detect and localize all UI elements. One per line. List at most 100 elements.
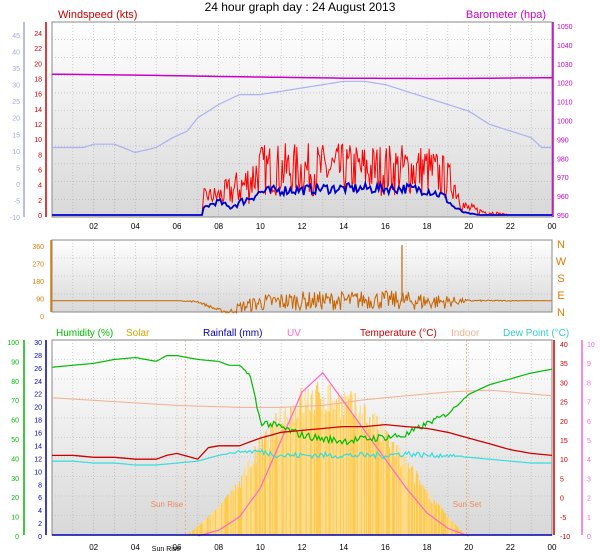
wind-outer-tick-label: 45 [12, 33, 20, 40]
wind-panel-x-tick-label: 12 [298, 222, 307, 231]
uv-tick-label: 5 [587, 438, 591, 445]
uv-tick-label: 1 [587, 515, 591, 522]
rainfall-tick-label: 4 [38, 508, 42, 515]
temperature-tick-label: 10 [560, 457, 568, 464]
temp-panel-x-tick-label: 18 [423, 543, 432, 552]
wind-outer-line [52, 80, 552, 154]
uv-tick-label: 3 [587, 476, 591, 483]
barometer-tick-label: 960 [557, 194, 569, 201]
temp-panel-x-tick-label: 12 [298, 543, 307, 552]
direction-tick-label: 0 [40, 314, 44, 321]
barometer-tick-label: 970 [557, 175, 569, 182]
barometer-tick-label: 1030 [557, 62, 573, 69]
uv-legend: UV [287, 328, 301, 339]
humidity-tick-label: 20 [11, 495, 19, 502]
rainfall-tick-label: 20 [34, 405, 42, 412]
humidity-tick-label: 70 [11, 398, 19, 405]
barometer-tick-label: 1050 [557, 24, 573, 31]
rainfall-tick-label: 30 [34, 340, 42, 347]
humidity-tick-label: 10 [11, 515, 19, 522]
wind-panel-x-tick-label: 00 [548, 222, 557, 231]
wind-panel-x-tick-label: 14 [339, 222, 348, 231]
wind-outer-tick-label: 25 [12, 99, 20, 106]
windspeed-tick-label: 16 [34, 92, 42, 99]
rainfall-tick-label: 6 [38, 495, 42, 502]
direction-tick-label: 90 [36, 297, 44, 304]
wind-panel-x-tick-label: 10 [256, 222, 265, 231]
temp-panel-x-tick-label: 02 [89, 543, 98, 552]
indoor-legend: Indoor [451, 328, 480, 339]
wind-outer-tick-label: 10 [12, 149, 20, 156]
wind-outer-tick-label: 15 [12, 132, 20, 139]
wind-panel-x-tick-label: 02 [89, 222, 98, 231]
barometer-axis-label: Barometer (hpa) [466, 9, 546, 21]
temperature-tick-label: 40 [560, 342, 568, 349]
compass-label: N [557, 239, 565, 251]
rainfall-tick-label: 28 [34, 353, 42, 360]
wind-average-line [52, 179, 552, 216]
uv-tick-label: 4 [587, 457, 591, 464]
solar-legend: Solar [126, 328, 150, 339]
wind-outer-tick-label: -5 [14, 198, 20, 205]
wind-outer-tick-label: 5 [16, 165, 20, 172]
barometer-tick-label: 1000 [557, 119, 573, 126]
barometer-tick-label: 1020 [557, 81, 573, 88]
temperature-tick-label: -5 [560, 515, 566, 522]
uv-tick-label: 6 [587, 419, 591, 426]
temp-panel-x-tick-label: 06 [173, 543, 182, 552]
windspeed-tick-label: 10 [34, 137, 42, 144]
windspeed-tick-label: 8 [38, 152, 42, 159]
barometer-tick-label: 1040 [557, 43, 573, 50]
direction-tick-label: 180 [32, 279, 44, 286]
wind-outer-tick-label: 40 [12, 50, 20, 57]
uv-tick-label: 10 [587, 342, 595, 349]
humidity-tick-label: 80 [11, 379, 19, 386]
wind-outer-tick-label: 35 [12, 66, 20, 73]
temperature-line [52, 423, 553, 460]
temperature-tick-label: 35 [560, 361, 568, 368]
wind-panel-x-tick-label: 04 [131, 222, 140, 231]
rainfall-tick-label: 22 [34, 392, 42, 399]
humidity-line [51, 355, 553, 446]
windspeed-tick-label: 22 [34, 46, 42, 53]
sunrise-label: Sun Rise [151, 500, 184, 509]
uv-line [197, 371, 469, 537]
direction-tick-label: 270 [32, 262, 44, 269]
wind-panel-x-tick-label: 16 [381, 222, 390, 231]
windspeed-tick-label: 12 [34, 122, 42, 129]
compass-label: N [557, 307, 565, 319]
humidity-tick-label: 60 [11, 418, 19, 425]
dewpoint-line [52, 448, 552, 466]
rainfall-tick-label: 26 [34, 366, 42, 373]
uv-tick-label: 9 [587, 361, 591, 368]
temp-panel-x-tick-label: 10 [256, 543, 265, 552]
rainfall-tick-label: 8 [38, 482, 42, 489]
rainfall-tick-label: 2 [38, 521, 42, 528]
sunrise-bottom-label: Sun Rise [152, 546, 181, 553]
compass-label: S [557, 273, 564, 285]
chart-title: 24 hour graph day : 24 August 2013 [204, 0, 396, 14]
barometer-tick-label: 990 [557, 137, 569, 144]
temp-panel-x-tick-label: 08 [214, 543, 223, 552]
direction-tick-label: 360 [32, 244, 44, 251]
temperature-tick-label: 20 [560, 419, 568, 426]
rainfall-tick-label: 24 [34, 379, 42, 386]
humidity-tick-label: 50 [11, 437, 19, 444]
wind-panel-x-tick-label: 20 [464, 222, 473, 231]
barometer-tick-label: 1010 [557, 100, 573, 107]
windspeed-tick-label: 20 [34, 61, 42, 68]
wind-panel-x-tick-label: 22 [506, 222, 515, 231]
rainfall-tick-label: 14 [34, 443, 42, 450]
windspeed-tick-label: 6 [38, 168, 42, 175]
wind-outer-tick-label: 20 [12, 116, 20, 123]
compass-label: W [556, 256, 567, 268]
humidity-tick-label: 100 [7, 340, 19, 347]
wind-panel-x-tick-label: 08 [214, 222, 223, 231]
barometer-tick-label: 980 [557, 156, 569, 163]
humidity-tick-label: 30 [11, 476, 19, 483]
compass-label: E [557, 290, 564, 302]
temperature-tick-label: 30 [560, 380, 568, 387]
rainfall-tick-label: 12 [34, 456, 42, 463]
